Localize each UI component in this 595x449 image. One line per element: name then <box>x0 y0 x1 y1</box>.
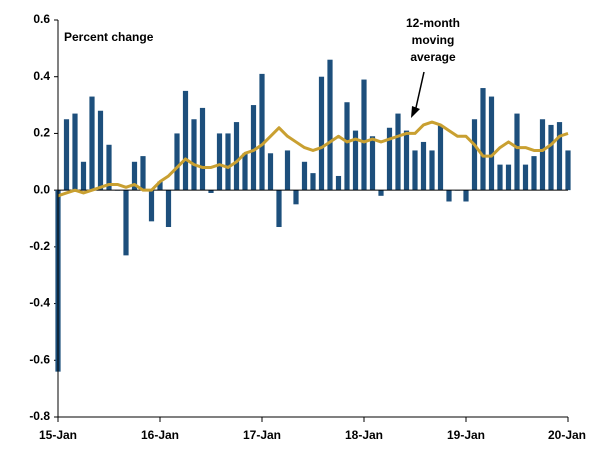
bar <box>97 110 104 191</box>
x-tick-label: 16-Jan <box>141 428 179 442</box>
bar <box>531 156 537 191</box>
y-tick-label: -0.6 <box>29 352 50 366</box>
y-tick-label: 0.6 <box>33 12 50 26</box>
bar <box>539 119 546 191</box>
bar <box>344 102 350 191</box>
y-tick-label: -0.2 <box>29 239 50 253</box>
bar <box>446 190 452 202</box>
bar <box>199 107 206 191</box>
bar <box>157 181 163 191</box>
bar <box>225 133 231 191</box>
bar <box>131 161 138 191</box>
bar <box>378 190 384 196</box>
bar <box>174 133 180 191</box>
bar <box>437 124 444 191</box>
bar <box>369 136 376 191</box>
bar <box>63 119 70 191</box>
bar <box>310 173 316 191</box>
annotation-arrow <box>414 71 425 113</box>
bar <box>522 164 529 191</box>
x-tick-label: 19-Jan <box>447 428 485 442</box>
bar <box>267 153 274 191</box>
bar <box>318 76 325 191</box>
annotation: moving <box>412 33 455 47</box>
annotation: 12-month <box>406 16 460 30</box>
bar <box>361 79 367 191</box>
bar <box>191 119 197 191</box>
bar <box>293 190 299 205</box>
bar <box>505 164 512 191</box>
bar <box>89 96 95 191</box>
bar <box>140 156 146 191</box>
bar <box>412 150 418 191</box>
bar <box>480 88 486 191</box>
bar <box>301 161 308 191</box>
bar <box>488 96 495 191</box>
bar <box>463 190 469 202</box>
bar <box>403 130 410 191</box>
moving-average-line <box>57 120 569 198</box>
annotation: average <box>410 50 456 64</box>
x-tick-label: 20-Jan <box>548 428 586 442</box>
bar <box>565 150 571 191</box>
bar <box>429 150 435 191</box>
bar <box>250 105 257 191</box>
bar <box>327 59 333 191</box>
bar <box>242 153 248 191</box>
bar <box>208 190 214 193</box>
bar <box>276 190 282 228</box>
bar <box>259 73 265 191</box>
bar <box>471 119 478 191</box>
x-tick-label: 15-Jan <box>39 428 77 442</box>
bar <box>72 113 78 191</box>
bar <box>352 130 359 191</box>
bar <box>106 144 112 191</box>
y-axis-label: Percent change <box>64 30 154 44</box>
bar <box>80 161 87 191</box>
bar <box>514 113 520 191</box>
bar <box>284 150 291 191</box>
bar <box>233 122 240 191</box>
y-tick-label: -0.8 <box>29 409 50 423</box>
bar <box>420 141 427 191</box>
bar <box>556 122 563 191</box>
y-tick-label: 0.2 <box>33 126 50 140</box>
x-tick-label: 18-Jan <box>345 428 383 442</box>
y-tick-label: 0.0 <box>33 182 50 196</box>
bar <box>386 127 393 191</box>
bar <box>148 190 155 222</box>
bar <box>548 124 554 191</box>
y-tick-label: -0.4 <box>29 296 50 310</box>
x-tick-label: 17-Jan <box>243 428 281 442</box>
y-tick-label: 0.4 <box>33 69 50 83</box>
bar <box>216 133 223 191</box>
annotation-arrowhead <box>411 106 420 118</box>
bar <box>335 175 342 191</box>
bar <box>395 113 401 191</box>
bar <box>165 190 172 228</box>
bar <box>123 190 129 256</box>
bar <box>497 164 503 191</box>
bar <box>182 90 189 191</box>
